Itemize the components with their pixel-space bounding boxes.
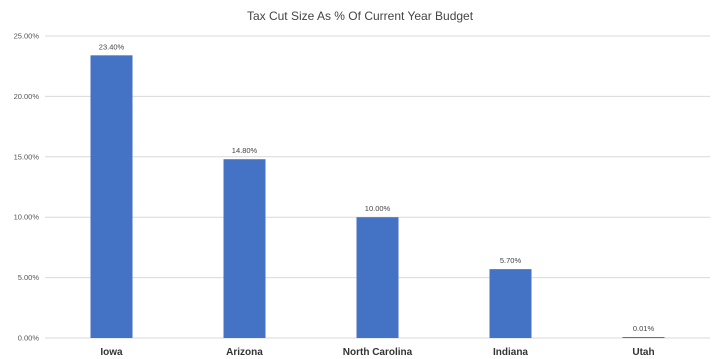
data-label-north-carolina: 10.00% bbox=[365, 204, 391, 213]
x-tick-label-arizona: Arizona bbox=[226, 347, 263, 358]
data-label-indiana: 5.70% bbox=[500, 256, 522, 265]
bar-arizona bbox=[223, 159, 266, 338]
y-axis-tick-labels: 0.00% 5.00% 10.00% 15.00% 20.00% 25.00% bbox=[14, 32, 40, 343]
y-tick-label-5: 25.00% bbox=[14, 32, 40, 41]
y-tick-label-0: 0.00% bbox=[18, 334, 40, 343]
y-tick-label-4: 20.00% bbox=[14, 92, 40, 101]
bar-utah bbox=[622, 337, 665, 338]
x-tick-label-iowa: Iowa bbox=[100, 347, 123, 358]
x-tick-label-indiana: Indiana bbox=[493, 347, 528, 358]
bar-indiana bbox=[489, 269, 532, 338]
x-tick-label-north-carolina: North Carolina bbox=[343, 347, 413, 358]
y-tick-label-2: 10.00% bbox=[14, 213, 40, 222]
bars bbox=[90, 55, 665, 338]
bar-north-carolina bbox=[356, 217, 399, 338]
data-label-arizona: 14.80% bbox=[232, 146, 258, 155]
x-axis-category-labels: Iowa Arizona North Carolina Indiana Utah bbox=[100, 347, 654, 358]
y-tick-label-1: 5.00% bbox=[18, 273, 40, 282]
x-tick-label-utah: Utah bbox=[632, 347, 654, 358]
y-tick-label-3: 15.00% bbox=[14, 152, 40, 161]
chart-title: Tax Cut Size As % Of Current Year Budget bbox=[247, 9, 474, 23]
data-label-iowa: 23.40% bbox=[99, 42, 125, 51]
bar-iowa bbox=[90, 55, 133, 338]
data-labels: 23.40% 14.80% 10.00% 5.70% 0.01% bbox=[99, 42, 655, 333]
data-label-utah: 0.01% bbox=[633, 324, 655, 333]
